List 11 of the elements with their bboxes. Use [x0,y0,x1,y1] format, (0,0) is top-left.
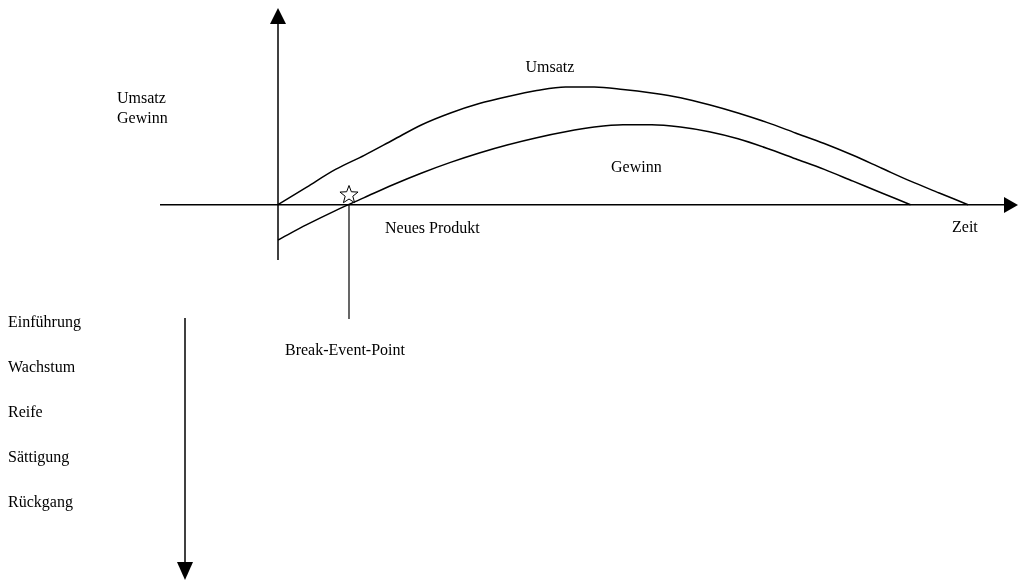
text: Gewinn [611,156,662,177]
text: Einführung [8,312,81,332]
text: Break-Event-Point [285,340,405,360]
text: Wachstum [8,357,76,377]
annotation: Neues Produkt [385,218,480,238]
text: Rückgang [8,492,73,512]
x-axis-title: Zeit [952,216,978,237]
series-label: Umsatz [525,57,575,78]
text: Reife [8,402,43,422]
text: Umsatz Gewinn [117,88,168,128]
text: Sättigung [8,447,70,467]
